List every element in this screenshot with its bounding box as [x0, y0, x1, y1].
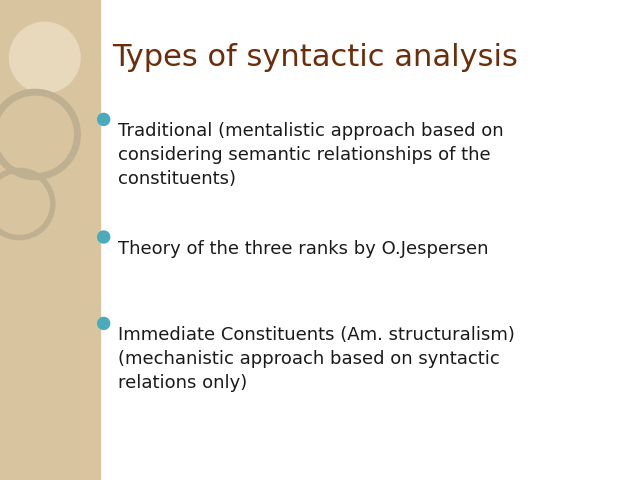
Text: Theory of the three ranks by O.Jespersen: Theory of the three ranks by O.Jespersen [118, 240, 489, 258]
Text: Types of syntactic analysis: Types of syntactic analysis [112, 43, 518, 72]
Bar [0, 0, 100, 480]
Circle shape [98, 113, 109, 125]
Text: Immediate Constituents (Am. structuralism)
(mechanistic approach based on syntac: Immediate Constituents (Am. structuralis… [118, 326, 515, 392]
Circle shape [9, 22, 81, 94]
Text: Traditional (mentalistic approach based on
considering semantic relationships of: Traditional (mentalistic approach based … [118, 122, 504, 188]
Circle shape [98, 231, 109, 243]
Circle shape [98, 317, 109, 329]
